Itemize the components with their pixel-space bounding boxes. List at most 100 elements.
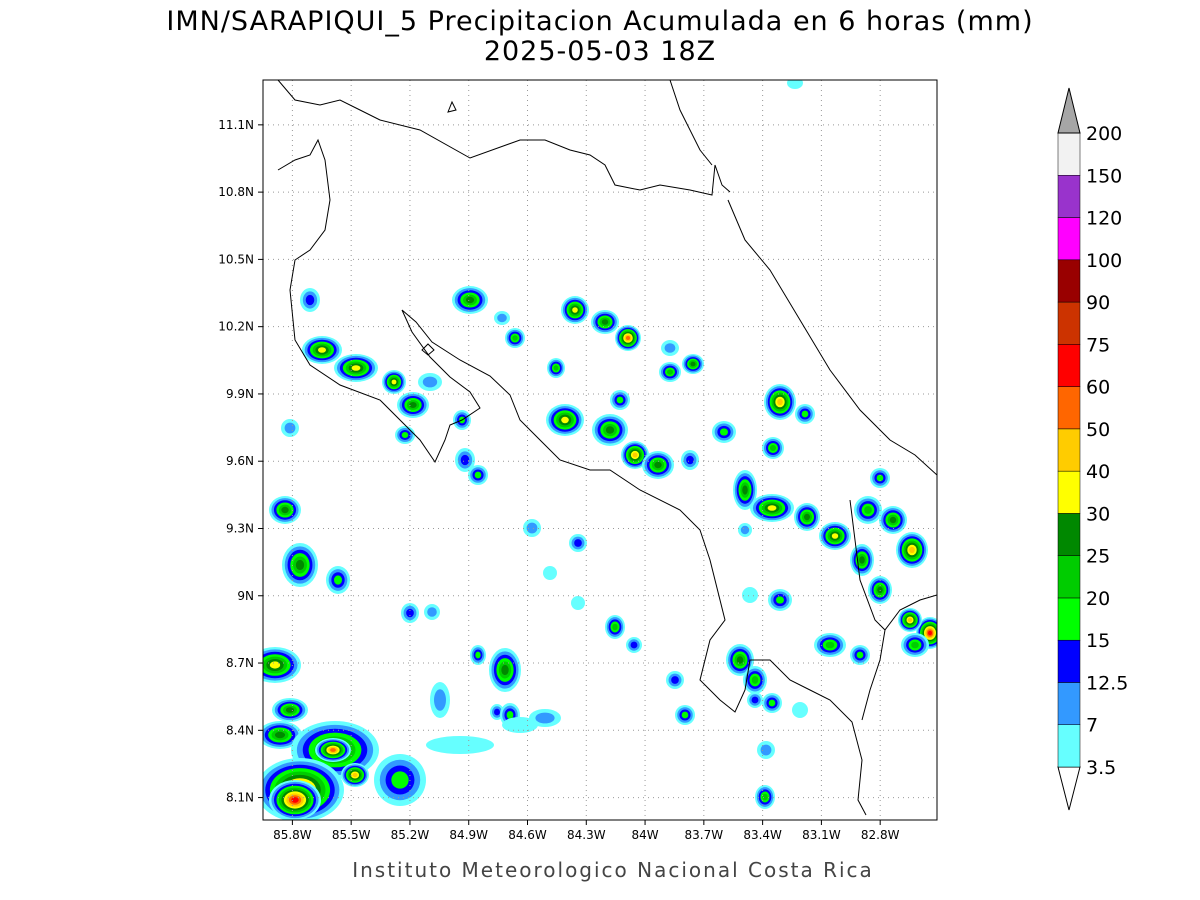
lat-tick-label: 10.8N [218, 185, 254, 199]
coastline [277, 138, 867, 816]
lon-tick-label: 84.6W [508, 828, 547, 842]
rain-cell [751, 676, 759, 684]
rain-cell [422, 376, 438, 388]
colorbar-box [1057, 597, 1081, 641]
lat-tick-label: 10.5N [218, 252, 254, 266]
rain-cell [770, 445, 776, 451]
lon-tick-label: 85.8W [273, 828, 312, 842]
rain-cell [305, 294, 315, 306]
rain-cell [475, 651, 481, 659]
colorbar-label: 30 [1086, 503, 1110, 525]
rain-cell [792, 702, 808, 718]
lon-tick-label: 85.2W [391, 828, 430, 842]
rain-cell [664, 343, 676, 353]
rain-cell [776, 596, 784, 604]
rain-cell [460, 454, 470, 466]
rain-cell [625, 335, 631, 341]
rain-cell [909, 546, 915, 554]
colorbar-box [1057, 639, 1081, 683]
colorbar-box [1057, 428, 1081, 472]
rain-cell [572, 307, 578, 313]
colorbar-label: 90 [1086, 292, 1110, 314]
rain-cell [561, 416, 569, 424]
rain-cell [497, 313, 507, 323]
rain-cell [616, 396, 624, 404]
rain-cell [318, 347, 326, 353]
title: IMN/SARAPIQUI_5 Precipitacion Acumulada … [166, 6, 1033, 37]
rain-cell [787, 80, 803, 89]
rain-cell [434, 689, 446, 711]
lon-tick-label: 84W [631, 828, 658, 842]
lon-tick-label: 84.9W [449, 828, 488, 842]
lat-tick-label: 10.2N [218, 320, 254, 334]
rain-cell [667, 369, 673, 375]
rain-cell [502, 717, 538, 733]
coastline [669, 80, 713, 166]
colorbar-label: 120 [1086, 208, 1122, 230]
rain-cell [804, 513, 810, 521]
rain-cell [928, 630, 932, 636]
rain-cell [632, 452, 638, 458]
lon-tick-label: 83.7W [685, 828, 724, 842]
colorbar-label: 50 [1086, 419, 1110, 441]
coastlines [277, 80, 937, 816]
rain-cell [391, 379, 397, 385]
footer: Instituto Meteorologico Nacional Costa R… [352, 858, 874, 882]
rain-cell [535, 712, 555, 724]
rain-cell [740, 525, 750, 535]
rain-cell [543, 566, 557, 580]
rain-cell [426, 736, 494, 754]
colorbar-box [1057, 175, 1081, 218]
colorbar-label: 20 [1086, 588, 1110, 610]
rain-cell [465, 296, 475, 304]
rain-cell [295, 559, 305, 571]
rain-cell [494, 708, 500, 716]
rain-cell [526, 522, 538, 534]
border [849, 499, 886, 631]
colorbar-box [1057, 132, 1081, 176]
rain-cell [681, 711, 689, 719]
rain-cell [686, 455, 694, 465]
rain-cell [768, 699, 776, 707]
colorbar-label: 60 [1086, 377, 1110, 399]
rain-cell [409, 402, 417, 408]
colorbar-box [1057, 217, 1081, 261]
rain-cell [889, 516, 897, 524]
colorbar-label: 75 [1086, 334, 1110, 356]
colorbar-box [1057, 259, 1081, 303]
lon-tick-label: 84.3W [567, 828, 606, 842]
rain-cell [736, 656, 744, 664]
colorbar-box [1057, 386, 1081, 430]
lat-tick-label: 8.7N [226, 656, 254, 670]
colorbar-label: 150 [1086, 165, 1122, 187]
colorbar-label: 7 [1086, 715, 1098, 737]
lake [447, 100, 457, 113]
lat-tick-label: 8.1N [226, 791, 254, 805]
colorbar-label: 12.5 [1086, 672, 1128, 694]
rain-cell [767, 505, 777, 511]
rain-cell [777, 398, 783, 406]
rain-cell [571, 596, 585, 610]
island [421, 343, 435, 356]
colorbar-label: 3.5 [1086, 757, 1116, 779]
colorbar: 3.5 7 12.5 15 20 25 30 40 50 60 75 90 100 120 150 200 [1057, 87, 1128, 811]
colorbar-box [1057, 555, 1081, 599]
rain-cell [864, 506, 872, 514]
rain-cell [654, 461, 662, 469]
rain-cell [391, 771, 409, 789]
rain-cell [831, 533, 839, 539]
rain-cell [501, 664, 509, 676]
rain-cell [553, 365, 559, 371]
colorbar-box [1057, 513, 1081, 556]
rain-cell [825, 641, 835, 649]
rain-cell [876, 474, 884, 482]
rain-cell [351, 365, 361, 371]
colorbar-box [1057, 724, 1081, 768]
rain-cell [907, 617, 913, 623]
coastline [277, 80, 731, 196]
rain-cell [284, 422, 296, 434]
rain-cell [474, 471, 482, 479]
rain-cell [574, 539, 582, 547]
lat-tick-label: 9N [237, 589, 254, 603]
rain-cell [605, 426, 615, 434]
